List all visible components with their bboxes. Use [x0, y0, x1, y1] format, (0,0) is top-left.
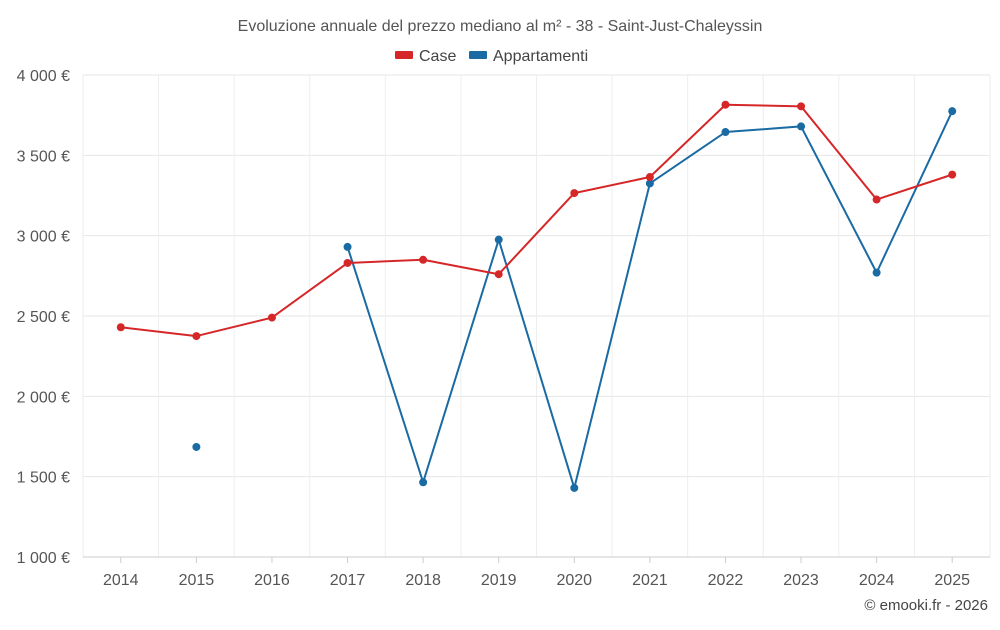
credit-text: © emooki.fr - 2026: [864, 597, 988, 614]
x-tick-label: 2022: [708, 572, 744, 589]
series-appartamenti: [192, 107, 957, 492]
x-tick-label: 2021: [632, 572, 668, 589]
y-tick-label: 2 000 €: [17, 389, 70, 406]
y-tick-label: 1 000 €: [17, 550, 70, 567]
data-point[interactable]: [116, 323, 125, 332]
x-tick-label: 2025: [934, 572, 970, 589]
x-tick-label: 2018: [405, 572, 441, 589]
legend-swatch-case[interactable]: [395, 51, 413, 59]
chart-title: Evoluzione annuale del prezzo mediano al…: [238, 18, 763, 35]
data-point[interactable]: [192, 442, 201, 451]
data-point[interactable]: [494, 270, 503, 279]
data-point[interactable]: [494, 235, 503, 244]
axes: 1 000 € 1 500 € 2 000 € 2 500 € 3 000 € 3 500…: [17, 68, 990, 589]
x-tick-label: 2015: [179, 572, 215, 589]
data-point[interactable]: [797, 102, 806, 111]
data-point[interactable]: [872, 195, 881, 204]
x-tick-label: 2023: [783, 572, 819, 589]
grid: [82, 74, 991, 557]
data-point[interactable]: [645, 179, 654, 188]
y-tick-label: 2 500 €: [17, 309, 70, 326]
data-point[interactable]: [645, 173, 654, 182]
y-tick-label: 4 000 €: [17, 68, 70, 85]
data-point[interactable]: [721, 100, 730, 109]
x-tick-label: 2019: [481, 572, 517, 589]
legend-label-case[interactable]: Case: [419, 48, 456, 65]
data-point[interactable]: [721, 128, 730, 137]
data-point[interactable]: [343, 258, 352, 267]
data-point[interactable]: [570, 189, 579, 198]
data-point[interactable]: [419, 255, 428, 264]
series-line: [120, 103, 953, 338]
data-point[interactable]: [419, 478, 428, 487]
data-point[interactable]: [948, 170, 957, 179]
legend: Case Appartamenti: [395, 48, 588, 65]
data-point[interactable]: [267, 313, 276, 322]
y-tick-label: 3 500 €: [17, 148, 70, 165]
data-point[interactable]: [948, 107, 957, 116]
data-point[interactable]: [192, 332, 201, 341]
x-tick-label: 2016: [254, 572, 290, 589]
series: [116, 100, 957, 492]
data-point[interactable]: [343, 242, 352, 251]
series-case: [116, 100, 957, 341]
x-tick-label: 2020: [556, 572, 592, 589]
legend-swatch-appartamenti[interactable]: [469, 51, 487, 59]
x-tick-label: 2017: [330, 572, 366, 589]
x-tick-label: 2024: [859, 572, 895, 589]
x-tick-label: 2014: [103, 572, 139, 589]
data-point[interactable]: [872, 268, 881, 277]
series-line: [346, 110, 954, 489]
y-tick-label: 3 000 €: [17, 229, 70, 246]
y-tick-label: 1 500 €: [17, 470, 70, 487]
data-point[interactable]: [797, 122, 806, 131]
data-point[interactable]: [570, 483, 579, 492]
legend-label-appartamenti[interactable]: Appartamenti: [493, 48, 588, 65]
